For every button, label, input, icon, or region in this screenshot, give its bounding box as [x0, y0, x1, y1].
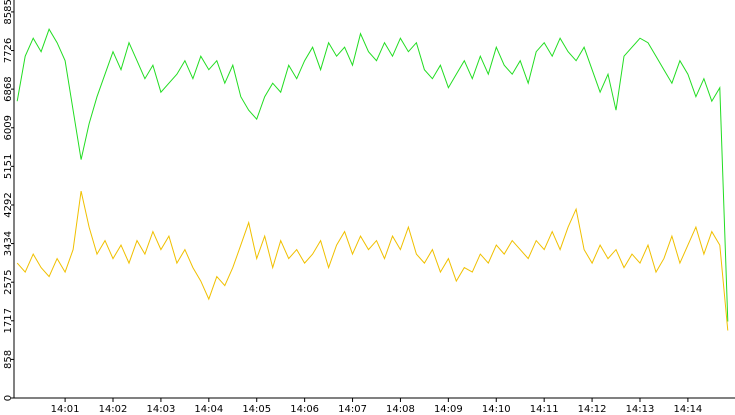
y-tick-label: 8585 [3, 0, 14, 25]
x-tick-label: 14:02 [99, 404, 128, 415]
y-tick-label: 5151 [3, 154, 14, 179]
x-tick-label: 14:10 [482, 404, 511, 415]
x-tick-label: 14:06 [290, 404, 319, 415]
y-tick-label: 4292 [3, 192, 14, 217]
y-tick-label: 7726 [3, 38, 14, 63]
y-tick-label: 6009 [3, 115, 14, 140]
y-tick-label: 3434 [3, 231, 14, 256]
x-tick-label: 14:01 [51, 404, 80, 415]
y-tick-label: 2575 [3, 269, 14, 294]
x-tick-label: 14:08 [386, 404, 415, 415]
x-tick-label: 14:14 [673, 404, 702, 415]
series-line [16, 28, 729, 322]
x-tick-label: 14:09 [434, 404, 463, 415]
y-tick-label: 0 [3, 395, 14, 401]
y-tick-label: 6868 [3, 76, 14, 101]
y-tick-label: 858 [3, 350, 14, 369]
x-tick-label: 14:07 [338, 404, 367, 415]
y-tick-label: 1717 [3, 308, 14, 333]
x-tick-label: 14:05 [242, 404, 271, 415]
x-tick-label: 14:04 [194, 404, 223, 415]
x-tick-label: 14:12 [578, 404, 607, 415]
x-tick-label: 14:13 [626, 404, 655, 415]
x-tick-label: 14:11 [530, 404, 559, 415]
x-tick-label: 14:03 [147, 404, 176, 415]
series-line [16, 190, 729, 331]
